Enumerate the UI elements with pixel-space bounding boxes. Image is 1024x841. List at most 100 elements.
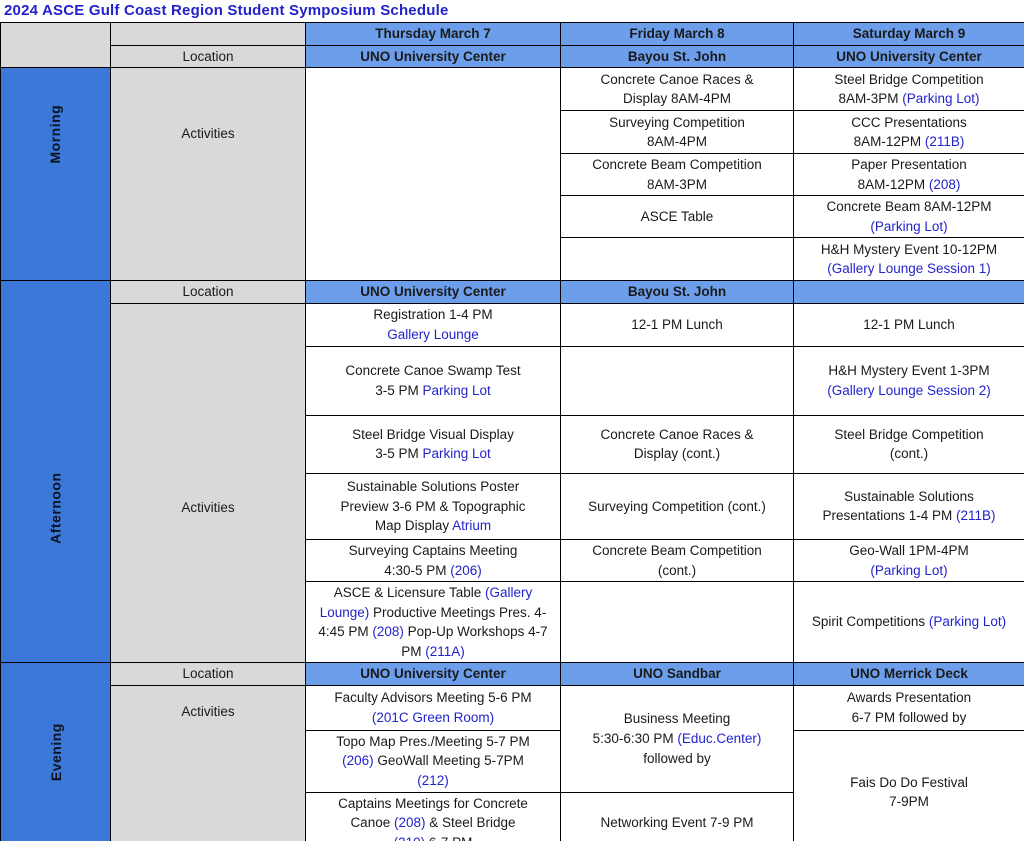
- cell-afternoon-thu-r2-room-link[interactable]: Parking Lot: [422, 446, 491, 462]
- location-label-afternoon: Location: [110, 280, 306, 304]
- cell-evening-fri-r0: Business Meeting 5:30-6:30 PM (Educ.Cent…: [560, 684, 794, 793]
- cell-afternoon-sat-r1-room-link[interactable]: (Gallery Lounge Session 2): [827, 382, 991, 398]
- cell-afternoon-thu-r5-room-link[interactable]: (Gallery Lounge): [319, 585, 533, 620]
- cell-evening-thu-r0: Faculty Advisors Meeting 5-6 PM (201C Gr…: [305, 684, 561, 731]
- cell-morning-sat-r3: Concrete Beam 8AM-12PM (Parking Lot): [793, 195, 1024, 239]
- cell-afternoon-fri-r0-text: 12-1 PM Lunch: [631, 317, 723, 333]
- cell-afternoon-thu-r5-text: ASCE & Licensure Table: [333, 585, 486, 601]
- cell-evening-sat-r0: Awards Presentation 6-7 PM followed by: [793, 684, 1024, 731]
- cell-afternoon-thu-r3-text: Sustainable Solutions Poster Preview 3-6…: [340, 479, 526, 534]
- cell-afternoon-thu-r3-room-link[interactable]: Atrium: [452, 518, 492, 534]
- cell-afternoon-sat-r2-text: Steel Bridge Competition (cont.): [834, 426, 984, 462]
- cell-afternoon-sat-r4-room-link[interactable]: (Parking Lot): [870, 562, 948, 578]
- cell-evening-sat-r0-text: Awards Presentation 6-7 PM followed by: [846, 690, 972, 725]
- day-header-saturday: Saturday March 9: [793, 22, 1024, 46]
- cell-evening-thu-r1-text: Topo Map Pres./Meeting 5-7 PM: [336, 733, 530, 749]
- activities-label-text: Activities: [181, 126, 235, 142]
- cell-afternoon-thu-r5-room-link[interactable]: (211A): [425, 643, 465, 659]
- cell-afternoon-thu-r3: Sustainable Solutions Poster Preview 3-6…: [305, 472, 561, 540]
- cell-evening-thu-r1-room-link[interactable]: (212): [417, 773, 449, 788]
- band-afternoon: Afternoon: [0, 280, 111, 664]
- cell-afternoon-sat-r5-text: Spirit Competitions: [811, 614, 929, 630]
- cell-afternoon-thu-r0: Registration 1-4 PM Gallery Lounge: [305, 302, 561, 347]
- cell-morning-fri-r4: [560, 237, 794, 282]
- cell-morning-sat-r0-text: Steel Bridge Competition 8AM-3PM: [834, 71, 984, 107]
- cell-afternoon-thu-r5-room-link[interactable]: (208): [372, 624, 404, 640]
- cell-morning-thu-r0: [305, 67, 561, 282]
- cell-morning-sat-r2-room-link[interactable]: (208): [928, 176, 961, 192]
- activities-label-text: Activities: [181, 703, 235, 719]
- cell-afternoon-thu-r4: Surveying Captains Meeting 4:30-5 PM (20…: [305, 538, 561, 583]
- cell-evening-thu-r1: Topo Map Pres./Meeting 5-7 PM (206) GeoW…: [305, 729, 561, 793]
- cell-evening-thu-r2-text: Captains Meetings for Concrete Canoe: [338, 795, 528, 831]
- cell-morning-fri-r0: Concrete Canoe Races & Display 8AM-4PM: [560, 67, 794, 112]
- cell-afternoon-sat-r1: H&H Mystery Event 1-3PM (Gallery Lounge …: [793, 345, 1024, 416]
- band-label-evening: Evening: [47, 722, 64, 781]
- cell-evening-fri-r0-room-link[interactable]: (Educ.Center): [677, 730, 762, 746]
- band-morning: Morning: [0, 67, 111, 282]
- activities-label-evening: Activities: [110, 684, 306, 841]
- schedule-table: Thursday March 7 Friday March 8 Saturday M…: [0, 21, 1024, 841]
- location-afternoon-fri: Bayou St. John: [560, 280, 794, 304]
- day-header-thursday: Thursday March 7: [305, 22, 561, 46]
- cell-morning-sat-r4: H&H Mystery Event 10-12PM (Gallery Loung…: [793, 237, 1024, 282]
- activities-label-morning: Activities: [110, 67, 306, 282]
- cell-afternoon-sat-r3-text: Sustainable Solutions Presentations 1-4 …: [822, 488, 974, 524]
- cell-afternoon-thu-r2: Steel Bridge Visual Display 3-5 PM Parki…: [305, 414, 561, 474]
- cell-afternoon-sat-r0-text: 12-1 PM Lunch: [863, 317, 955, 333]
- cell-evening-fri-r2: Networking Event 7-9 PM: [560, 791, 794, 841]
- cell-afternoon-sat-r4: Geo-Wall 1PM-4PM (Parking Lot): [793, 538, 1024, 583]
- cell-morning-sat-r0-room-link[interactable]: (Parking Lot): [902, 91, 980, 107]
- cell-evening-thu-r1-text: GeoWall Meeting 5-7PM: [377, 753, 524, 769]
- cell-afternoon-sat-r3-room-link[interactable]: (211B): [956, 508, 996, 524]
- activities-label-text: Activities: [181, 500, 235, 516]
- location-morning-sat: UNO University Center: [793, 44, 1024, 69]
- cell-afternoon-thu-r0-text: Registration 1-4 PM: [373, 307, 493, 323]
- cell-evening-thu-r2-room-link[interactable]: (208): [393, 815, 426, 831]
- cell-afternoon-fri-r2-text: Concrete Canoe Races & Display (cont.): [600, 426, 754, 462]
- cell-evening-thu-r2-text: 6-7 PM: [425, 835, 473, 841]
- cell-afternoon-thu-r4-room-link[interactable]: (206): [450, 562, 482, 578]
- cell-evening-thu-r2-text: & Steel Bridge: [429, 815, 516, 831]
- cell-afternoon-sat-r0: 12-1 PM Lunch: [793, 302, 1024, 347]
- location-evening-sat: UNO Merrick Deck: [793, 662, 1024, 686]
- cell-morning-sat-r2-text: Paper Presentation 8AM-12PM: [851, 157, 967, 192]
- cell-afternoon-thu-r5-text: Pop-Up Workshops 4-7 PM: [401, 624, 548, 659]
- cell-morning-fri-r3-text: ASCE Table: [640, 209, 714, 225]
- cell-afternoon-thu-r1-room-link[interactable]: Parking Lot: [422, 382, 491, 398]
- cell-morning-sat-r4-room-link[interactable]: (Gallery Lounge Session 1): [827, 261, 991, 277]
- cell-afternoon-sat-r4-text: Geo-Wall 1PM-4PM: [849, 542, 969, 558]
- cell-afternoon-thu-r4-text: Surveying Captains Meeting 4:30-5 PM: [348, 542, 518, 578]
- cell-morning-fri-r2-text: Concrete Beam Competition 8AM-3PM: [592, 157, 762, 192]
- cell-morning-fri-r1: Surveying Competition 8AM-4PM: [560, 110, 794, 155]
- cell-afternoon-sat-r5-room-link[interactable]: (Parking Lot): [928, 614, 1007, 630]
- cell-afternoon-fri-r5: [560, 581, 794, 664]
- cell-evening-thu-r0-text: Faculty Advisors Meeting 5-6 PM: [334, 690, 532, 706]
- cell-morning-sat-r1-room-link[interactable]: (211B): [924, 134, 965, 150]
- location-label-evening: Location: [110, 662, 306, 686]
- location-morning-thu: UNO University Center: [305, 44, 561, 69]
- cell-evening-fri-r0-text: Business Meeting 5:30-6:30 PM: [592, 711, 731, 746]
- cell-evening-fri-r0-text: followed by: [643, 750, 711, 766]
- cell-afternoon-thu-r2-text: Steel Bridge Visual Display 3-5 PM: [352, 426, 514, 462]
- location-evening-thu: UNO University Center: [305, 662, 561, 686]
- label-header-blank: [110, 22, 306, 46]
- cell-afternoon-sat-r3: Sustainable Solutions Presentations 1-4 …: [793, 472, 1024, 540]
- location-morning-fri: Bayou St. John: [560, 44, 794, 69]
- cell-afternoon-thu-r1: Concrete Canoe Swamp Test 3-5 PM Parking…: [305, 345, 561, 416]
- cell-afternoon-thu-r0-room-link[interactable]: Gallery Lounge: [387, 326, 479, 342]
- cell-afternoon-fri-r2: Concrete Canoe Races & Display (cont.): [560, 414, 794, 474]
- activities-label-afternoon: Activities: [110, 302, 306, 664]
- cell-evening-thu-r2-room-link[interactable]: (210): [394, 835, 426, 841]
- cell-morning-sat-r3-room-link[interactable]: (Parking Lot): [870, 218, 948, 234]
- cell-evening-thu-r1-room-link[interactable]: (206): [342, 753, 374, 769]
- cell-afternoon-sat-r1-text: H&H Mystery Event 1-3PM: [828, 363, 990, 379]
- cell-evening-thu-r0-room-link[interactable]: (201C Green Room): [371, 709, 495, 725]
- corner-cell: [0, 21, 111, 69]
- band-evening: Evening: [0, 662, 111, 841]
- cell-afternoon-thu-r1-text: Concrete Canoe Swamp Test 3-5 PM: [345, 363, 521, 398]
- cell-afternoon-fri-r3: Surveying Competition (cont.): [560, 472, 794, 540]
- cell-morning-fri-r0-text: Concrete Canoe Races & Display 8AM-4PM: [600, 71, 754, 107]
- cell-afternoon-fri-r0: 12-1 PM Lunch: [560, 302, 794, 347]
